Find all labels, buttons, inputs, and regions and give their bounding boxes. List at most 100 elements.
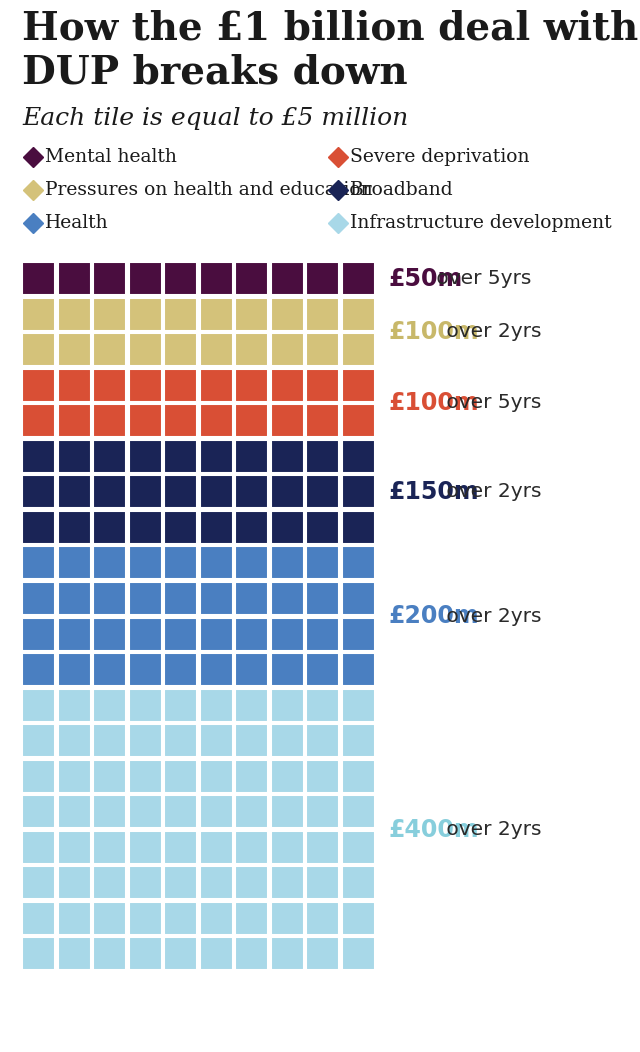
- Bar: [93, 867, 126, 899]
- Bar: [164, 368, 197, 402]
- Bar: [307, 618, 339, 650]
- Bar: [200, 902, 233, 935]
- Bar: [307, 760, 339, 793]
- Bar: [129, 404, 162, 438]
- Bar: [236, 440, 268, 472]
- Bar: [164, 724, 197, 757]
- Bar: [129, 368, 162, 402]
- Bar: [164, 831, 197, 864]
- Bar: [93, 937, 126, 971]
- Text: Health: Health: [45, 214, 109, 232]
- Bar: [236, 404, 268, 438]
- Bar: [129, 867, 162, 899]
- Bar: [271, 476, 304, 508]
- Bar: [22, 298, 55, 330]
- Bar: [271, 689, 304, 722]
- Bar: [236, 795, 268, 828]
- Bar: [307, 440, 339, 472]
- Bar: [271, 795, 304, 828]
- Bar: [307, 795, 339, 828]
- Bar: [58, 653, 91, 686]
- Bar: [200, 262, 233, 295]
- Bar: [271, 937, 304, 971]
- Bar: [271, 546, 304, 580]
- Bar: [200, 298, 233, 330]
- Bar: [200, 653, 233, 686]
- Text: over 5yrs: over 5yrs: [440, 393, 541, 412]
- Bar: [307, 831, 339, 864]
- Text: Severe deprivation: Severe deprivation: [350, 148, 529, 166]
- Text: £100m: £100m: [389, 391, 479, 414]
- Bar: [93, 724, 126, 757]
- Text: £400m: £400m: [389, 817, 479, 842]
- Bar: [58, 937, 91, 971]
- Bar: [22, 724, 55, 757]
- Bar: [129, 795, 162, 828]
- Bar: [271, 760, 304, 793]
- Bar: [342, 333, 375, 366]
- Bar: [200, 618, 233, 650]
- Bar: [342, 298, 375, 330]
- Bar: [58, 795, 91, 828]
- Bar: [129, 653, 162, 686]
- Bar: [342, 689, 375, 722]
- Bar: [200, 582, 233, 615]
- Bar: [342, 582, 375, 615]
- Bar: [271, 298, 304, 330]
- Text: How the £1 billion deal with
DUP breaks down: How the £1 billion deal with DUP breaks …: [22, 11, 638, 92]
- Bar: [93, 831, 126, 864]
- Bar: [129, 582, 162, 615]
- Bar: [93, 440, 126, 472]
- Bar: [342, 404, 375, 438]
- Bar: [93, 618, 126, 650]
- Bar: [129, 476, 162, 508]
- Bar: [271, 902, 304, 935]
- Bar: [22, 795, 55, 828]
- Bar: [271, 582, 304, 615]
- Bar: [164, 795, 197, 828]
- Bar: [58, 333, 91, 366]
- Bar: [236, 724, 268, 757]
- Text: over 2yrs: over 2yrs: [440, 821, 541, 839]
- Bar: [129, 902, 162, 935]
- Bar: [307, 689, 339, 722]
- Bar: [164, 618, 197, 650]
- Bar: [307, 404, 339, 438]
- Bar: [307, 511, 339, 544]
- Bar: [129, 262, 162, 295]
- Bar: [164, 937, 197, 971]
- Bar: [307, 546, 339, 580]
- Bar: [342, 760, 375, 793]
- Bar: [307, 333, 339, 366]
- Bar: [200, 724, 233, 757]
- Bar: [164, 404, 197, 438]
- Bar: [200, 440, 233, 472]
- Bar: [58, 511, 91, 544]
- Bar: [236, 653, 268, 686]
- Bar: [271, 831, 304, 864]
- Text: over 2yrs: over 2yrs: [440, 482, 541, 502]
- Bar: [164, 262, 197, 295]
- Bar: [58, 582, 91, 615]
- Bar: [129, 333, 162, 366]
- Bar: [342, 867, 375, 899]
- Bar: [22, 262, 55, 295]
- Bar: [22, 368, 55, 402]
- Bar: [200, 333, 233, 366]
- Bar: [58, 724, 91, 757]
- Bar: [58, 476, 91, 508]
- Bar: [271, 724, 304, 757]
- Bar: [271, 867, 304, 899]
- Bar: [164, 902, 197, 935]
- Bar: [342, 618, 375, 650]
- Text: £50m: £50m: [389, 266, 463, 290]
- Bar: [271, 333, 304, 366]
- Bar: [93, 368, 126, 402]
- Bar: [200, 795, 233, 828]
- Bar: [58, 298, 91, 330]
- Text: Each tile is equal to £5 million: Each tile is equal to £5 million: [22, 107, 408, 130]
- Bar: [200, 937, 233, 971]
- Bar: [58, 867, 91, 899]
- Bar: [93, 298, 126, 330]
- Bar: [22, 476, 55, 508]
